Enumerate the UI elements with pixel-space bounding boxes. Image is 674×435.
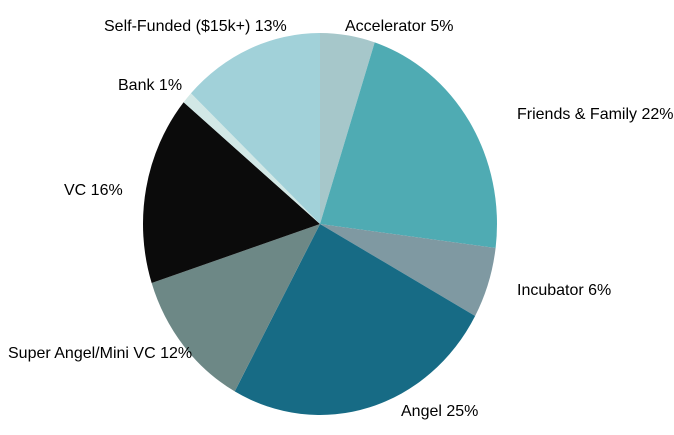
slice-label-accelerator: Accelerator 5%: [345, 18, 454, 35]
slice-label-friends-family: Friends & Family 22%: [517, 106, 674, 123]
pie-slice-self-funded: [190, 32, 320, 224]
slice-label-self-funded: Self-Funded ($15k+) 13%: [104, 18, 287, 35]
pie-slice-incubator: [320, 224, 496, 317]
pie-slice-friends-family: [320, 42, 497, 248]
pie-slice-accelerator: [320, 33, 375, 224]
pie-slice-super-angel: [151, 224, 320, 392]
pie-slice-bank: [183, 93, 320, 224]
pie-slice-angel: [234, 224, 476, 415]
slice-label-bank: Bank 1%: [118, 77, 183, 94]
slice-label-super-angel: Super Angel/Mini VC 12%: [8, 345, 193, 362]
pie-slice-vc: [142, 102, 320, 284]
slice-label-incubator: Incubator 6%: [517, 282, 612, 299]
slice-label-vc: VC 16%: [64, 182, 123, 199]
slice-label-angel: Angel 25%: [401, 403, 479, 420]
